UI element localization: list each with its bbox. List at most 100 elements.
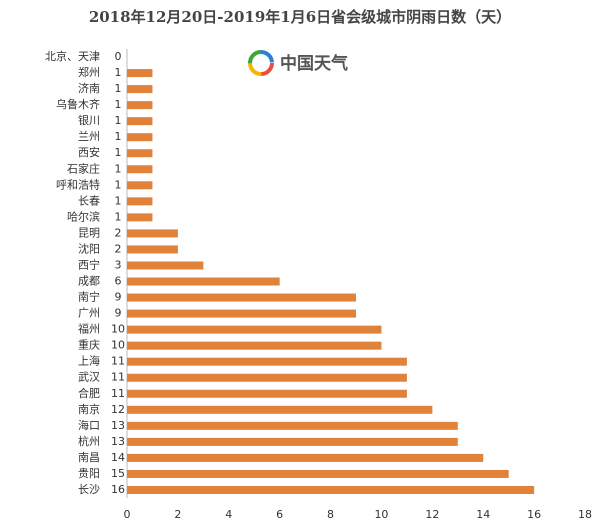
data-label: 1 [115,114,122,127]
bar [127,469,509,478]
y-tick-label: 石家庄 [67,161,100,175]
bar [127,245,178,254]
data-label: 0 [115,50,122,63]
bar [127,117,153,126]
x-tick-label: 10 [374,508,388,521]
y-tick-label: 沈阳 [78,241,100,255]
x-tick-label: 8 [327,508,334,521]
data-label: 14 [111,451,125,464]
y-tick-label: 福州 [78,322,100,336]
bar [127,453,484,462]
data-label: 6 [115,275,122,288]
data-label: 11 [111,355,125,368]
y-tick-label: 海口 [78,418,100,432]
data-label: 1 [115,66,122,79]
data-label: 11 [111,387,125,400]
y-tick-label: 贵阳 [78,467,100,480]
x-tick-label: 2 [174,508,181,521]
bar [127,181,153,190]
x-tick-label: 6 [276,508,283,521]
y-tick-label: 哈尔滨 [67,209,100,223]
data-label: 1 [115,162,122,175]
logo [248,50,274,76]
y-tick-label: 北京、天津 [45,49,100,63]
x-tick-label: 4 [225,508,232,521]
bar [127,133,153,142]
data-label: 13 [111,435,125,448]
logo-arc [248,50,274,76]
y-tick-label: 呼和浩特 [56,177,100,191]
y-tick-label: 银川 [78,113,100,127]
bar [127,197,153,206]
bar [127,165,153,174]
data-label: 1 [115,194,122,207]
y-tick-label: 南京 [78,402,100,416]
y-tick-label: 西安 [78,145,100,159]
bar [127,69,153,78]
y-tick-label: 武汉 [78,371,100,384]
bar [127,405,433,414]
data-label: 10 [111,339,125,352]
data-label: 1 [115,146,122,159]
data-label: 15 [111,467,125,480]
bar [127,309,356,318]
x-tick-label: 12 [425,508,439,521]
bar [127,261,204,270]
bar [127,213,153,222]
y-tick-label: 成都 [78,275,100,288]
bar [127,325,382,334]
bar [127,277,280,286]
y-tick-label: 合肥 [78,386,100,400]
y-tick-label: 昆明 [78,226,100,239]
bar [127,389,407,398]
bar [127,293,356,302]
y-tick-label: 乌鲁木齐 [56,97,100,111]
y-tick-label: 西宁 [78,257,100,271]
bar [127,229,178,238]
data-label: 10 [111,323,125,336]
y-tick-label: 上海 [78,354,100,368]
data-label: 13 [111,419,125,432]
x-tick-label: 18 [578,508,592,521]
bar [127,101,153,110]
y-tick-label: 长沙 [78,483,100,496]
logo-arc [248,50,274,76]
bar [127,373,407,382]
x-tick-label: 16 [527,508,541,521]
bar [127,421,458,430]
bar [127,341,382,350]
y-tick-label: 长春 [78,194,100,207]
data-label: 1 [115,210,122,223]
y-tick-label: 广州 [78,307,100,320]
data-label: 9 [115,291,122,304]
watermark: 中国天气 [280,53,348,74]
x-tick-label: 14 [476,508,490,521]
y-tick-label: 济南 [78,81,100,95]
bar [127,85,153,94]
data-label: 16 [111,483,125,496]
data-label: 11 [111,371,125,384]
chart-title: 2018年12月20日-2019年1月6日省会级城市阴雨日数（天） [89,8,511,26]
data-label: 1 [115,130,122,143]
y-tick-label: 南宁 [78,290,100,304]
y-tick-label: 郑州 [78,65,100,79]
data-label: 9 [115,307,122,320]
data-label: 3 [115,258,122,271]
data-label: 12 [111,403,125,416]
bar [127,357,407,366]
y-tick-label: 重庆 [78,338,100,352]
data-label: 1 [115,82,122,95]
data-label: 1 [115,98,122,111]
data-label: 1 [115,178,122,191]
data-label: 2 [115,242,122,255]
y-tick-label: 南昌 [78,451,100,464]
x-tick-label: 0 [124,508,131,521]
data-label: 2 [115,226,122,239]
bar [127,485,535,494]
y-tick-label: 兰州 [78,130,100,143]
logo-arc [248,50,274,76]
bar [127,149,153,158]
y-tick-label: 杭州 [78,434,100,448]
logo-arc [248,50,274,76]
